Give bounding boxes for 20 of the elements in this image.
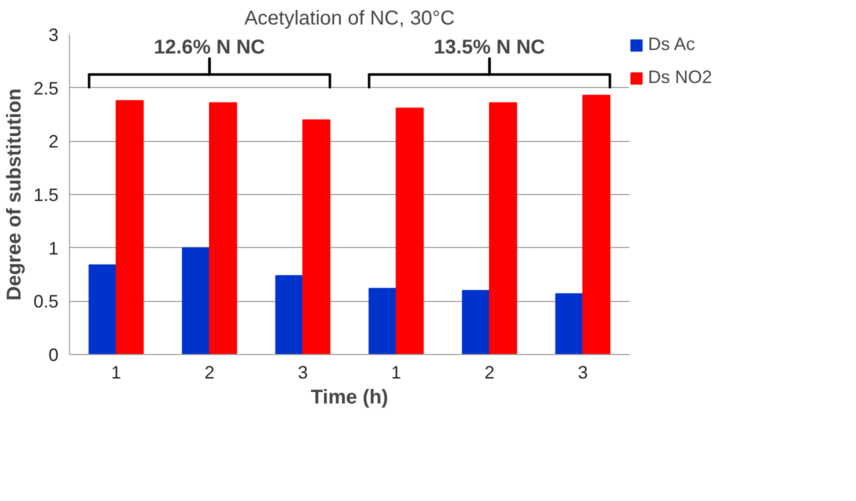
x-tick-label: 1	[111, 362, 122, 382]
x-tick-label: 3	[578, 362, 588, 382]
y-tick-label: 0.5	[33, 292, 59, 312]
legend-label: Ds Ac	[648, 34, 696, 55]
chart-title: Acetylation of NC, 30°C	[244, 8, 455, 30]
x-tick-label: 2	[484, 362, 495, 382]
y-tick-label: 0	[48, 345, 59, 365]
legend-label: Ds NO2	[648, 67, 712, 88]
annotation: 12.6% N NC	[154, 36, 266, 58]
x-tick-label: 3	[298, 362, 308, 382]
y-axis-title: Degree of substitution	[3, 88, 26, 301]
x-axis-title: Time (h)	[310, 386, 388, 408]
y-tick-label: 1	[48, 238, 59, 258]
x-tick-label: 2	[204, 362, 215, 382]
y-tick-label: 1.5	[33, 185, 59, 205]
y-tick-label: 3	[48, 25, 59, 45]
x-tick-label: 1	[391, 362, 402, 382]
y-tick-label: 2	[48, 132, 59, 152]
annotation: 13.5% N NC	[434, 36, 546, 58]
y-tick-label: 2.5	[33, 78, 59, 98]
